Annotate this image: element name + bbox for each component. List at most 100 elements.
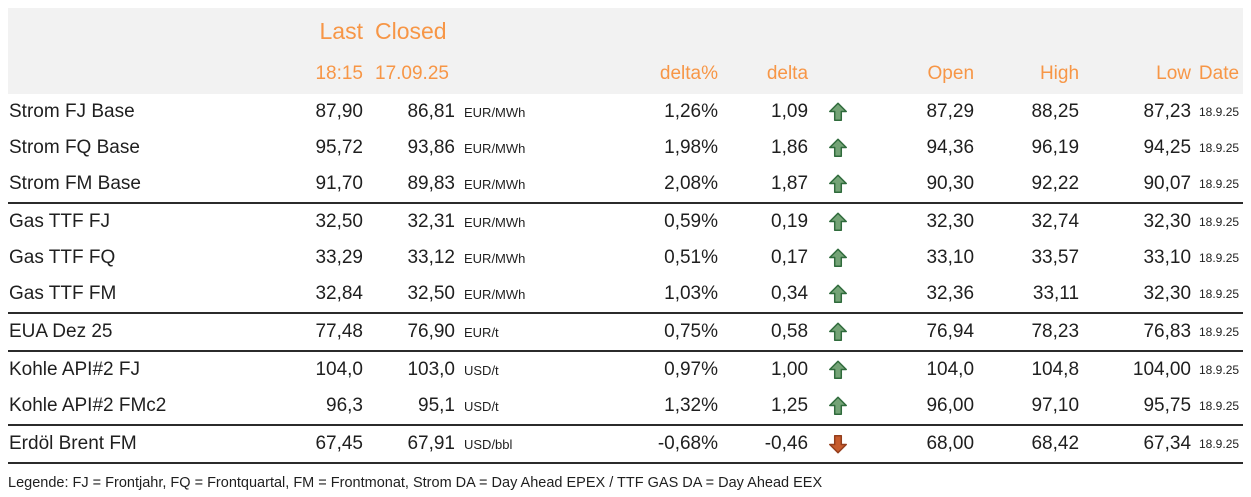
low-value: 95,75 bbox=[1081, 388, 1194, 426]
high-value: 88,25 bbox=[1031, 101, 1080, 122]
delta-pct-value: 2,08% bbox=[575, 166, 721, 204]
trend-arrow-icon bbox=[827, 211, 849, 233]
closed-value: 76,90 bbox=[365, 313, 457, 352]
delta-pct-value: 0,51% bbox=[664, 247, 719, 268]
instrument-name: Kohle API#2 FJ bbox=[9, 359, 140, 380]
instrument-name: Strom FJ Base bbox=[9, 101, 135, 122]
high-value: 68,42 bbox=[976, 425, 1082, 464]
header-spacer bbox=[810, 54, 866, 94]
col-header-high: High bbox=[1039, 63, 1080, 84]
unit-label: EUR/MWh bbox=[457, 166, 576, 204]
date-value: 18.9.25 bbox=[1193, 166, 1244, 204]
closed-value: 103,0 bbox=[407, 359, 455, 380]
header-row-subtitles: 18:15 17.09.25 delta% delta Open High Lo… bbox=[8, 54, 1244, 94]
low-value: 90,07 bbox=[1081, 166, 1194, 204]
table-row: Strom FQ Base 95,72 93,86 EUR/MWh 1,98% … bbox=[8, 130, 1243, 166]
delta-pct-value: -0,68% bbox=[575, 425, 721, 464]
trend-arrow-icon bbox=[827, 433, 849, 455]
date-value: 18.9.25 bbox=[1193, 388, 1244, 426]
last-value: 95,72 bbox=[315, 137, 363, 158]
table-row: Gas TTF FJ 32,50 32,31 EUR/MWh 0,59% 0,1… bbox=[8, 203, 1243, 240]
date-value: 18.9.25 bbox=[1193, 425, 1244, 464]
open-value: 87,29 bbox=[926, 101, 975, 122]
delta-pct-value: 0,97% bbox=[664, 359, 719, 380]
unit-label: USD/t bbox=[457, 388, 576, 426]
delta-value: -0,46 bbox=[720, 425, 811, 464]
open-value: 76,94 bbox=[866, 313, 977, 352]
legend-text: Legende: FJ = Frontjahr, FQ = Frontquart… bbox=[8, 475, 823, 491]
price-table: Last Closed 18:15 17.09.25 delta% delta … bbox=[8, 8, 1244, 491]
high-value: 78,23 bbox=[976, 313, 1082, 352]
delta-pct-value: 1,03% bbox=[575, 276, 721, 314]
col-header-closed: Closed bbox=[375, 17, 447, 44]
closed-value: 89,83 bbox=[365, 166, 457, 204]
header-spacer bbox=[8, 8, 293, 54]
high-value: 33,57 bbox=[1031, 247, 1080, 268]
low-value: 32,30 bbox=[1081, 276, 1194, 314]
table-row: Erdöl Brent FM 67,45 67,91 USD/bbl -0,68… bbox=[8, 425, 1244, 464]
high-value: 104,8 bbox=[1031, 359, 1080, 380]
commodity-price-table: Last Closed 18:15 17.09.25 delta% delta … bbox=[8, 8, 1244, 464]
open-value: 32,36 bbox=[866, 276, 977, 314]
unit-label: EUR/t bbox=[457, 313, 576, 352]
table-row: EUA Dez 25 77,48 76,90 EUR/t 0,75% 0,58 … bbox=[8, 313, 1244, 352]
last-value: 32,50 bbox=[315, 211, 363, 232]
trend-cell bbox=[810, 166, 867, 204]
closed-value: 95,1 bbox=[365, 388, 457, 426]
delta-value: 0,58 bbox=[720, 313, 811, 352]
delta-value: 0,19 bbox=[771, 211, 809, 232]
unit-label: EUR/MWh bbox=[464, 104, 526, 120]
delta-pct-value: 1,26% bbox=[664, 101, 719, 122]
high-value: 32,74 bbox=[1031, 211, 1080, 232]
instrument-name: Gas TTF FJ bbox=[9, 211, 110, 232]
col-header-date: Date bbox=[1198, 63, 1240, 84]
delta-pct-value: 1,98% bbox=[664, 137, 719, 158]
open-value: 104,0 bbox=[926, 359, 975, 380]
instrument-name: Strom FM Base bbox=[8, 166, 293, 204]
instrument-name: Gas TTF FQ bbox=[9, 247, 116, 268]
col-header-last: Last bbox=[319, 17, 363, 44]
table-header: Last Closed 18:15 17.09.25 delta% delta … bbox=[8, 8, 1244, 94]
date-value: 18.9.25 bbox=[1193, 276, 1244, 314]
trend-cell bbox=[810, 276, 867, 314]
trend-cell bbox=[810, 425, 867, 464]
table-row: Gas TTF FQ 33,29 33,12 EUR/MWh 0,51% 0,1… bbox=[8, 240, 1243, 276]
col-header-delta-pct: delta% bbox=[659, 63, 719, 84]
unit-label: EUR/MWh bbox=[464, 140, 526, 156]
date-value: 18.9.25 bbox=[1199, 251, 1240, 265]
trend-arrow-icon bbox=[827, 359, 849, 381]
col-header-delta: delta bbox=[766, 63, 809, 84]
closed-date: 17.09.25 bbox=[375, 63, 449, 84]
date-value: 18.9.25 bbox=[1199, 105, 1240, 119]
trend-cell bbox=[810, 240, 866, 276]
delta-pct-value: 1,32% bbox=[575, 388, 721, 426]
trend-arrow-icon bbox=[827, 395, 849, 417]
low-value: 76,83 bbox=[1081, 313, 1194, 352]
table-row: Gas TTF FM 32,84 32,50 EUR/MWh 1,03% 0,3… bbox=[8, 276, 1244, 314]
trend-arrow-icon bbox=[827, 283, 849, 305]
low-value: 87,23 bbox=[1143, 101, 1192, 122]
table-row: Kohle API#2 FJ 104,0 103,0 USD/t 0,97% 1… bbox=[8, 351, 1243, 388]
last-value: 32,84 bbox=[293, 276, 365, 314]
high-value: 33,11 bbox=[976, 276, 1082, 314]
unit-label: EUR/MWh bbox=[457, 276, 576, 314]
header-spacer bbox=[8, 54, 293, 94]
delta-value: 1,87 bbox=[720, 166, 811, 204]
date-value: 18.9.25 bbox=[1199, 141, 1240, 155]
table-row: Strom FJ Base 87,90 86,81 EUR/MWh 1,26% … bbox=[8, 94, 1243, 130]
open-value: 32,30 bbox=[926, 211, 975, 232]
delta-value: 1,00 bbox=[771, 359, 809, 380]
high-value: 97,10 bbox=[976, 388, 1082, 426]
unit-label: EUR/MWh bbox=[464, 214, 526, 230]
high-value: 96,19 bbox=[1031, 137, 1080, 158]
unit-label: EUR/MWh bbox=[464, 250, 526, 266]
delta-value: 1,86 bbox=[771, 137, 809, 158]
last-value: 104,0 bbox=[315, 359, 363, 380]
open-value: 94,36 bbox=[926, 137, 975, 158]
table-body: Strom FJ Base 87,90 86,81 EUR/MWh 1,26% … bbox=[8, 94, 1244, 464]
last-time: 18:15 bbox=[315, 63, 363, 84]
instrument-name: Strom FQ Base bbox=[9, 137, 140, 158]
open-value: 33,10 bbox=[926, 247, 975, 268]
closed-value: 93,86 bbox=[407, 137, 455, 158]
instrument-name: Kohle API#2 FMc2 bbox=[8, 388, 293, 426]
